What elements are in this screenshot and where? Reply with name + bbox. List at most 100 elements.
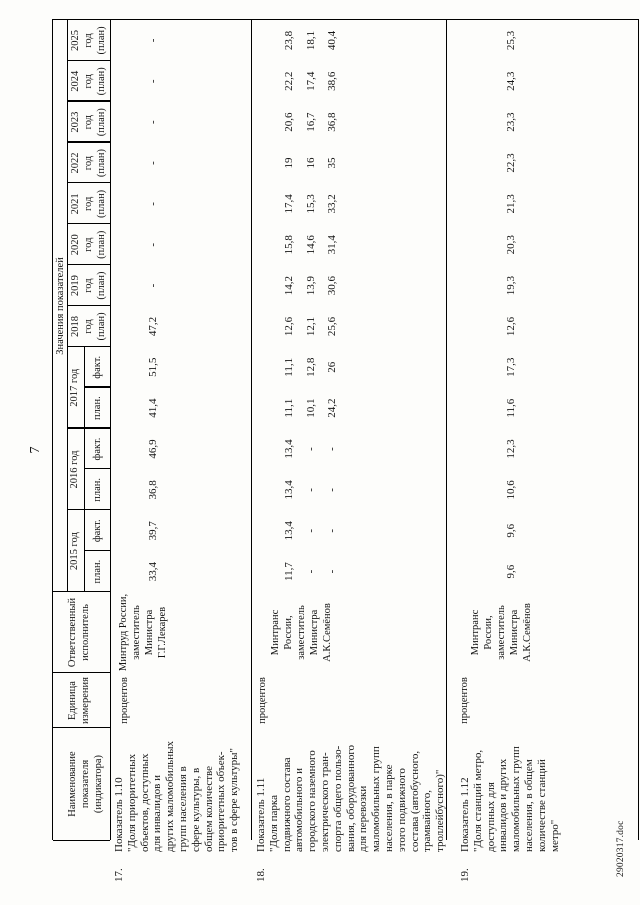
table-rule bbox=[53, 726, 110, 728]
indicator-text-line: общем количестве bbox=[202, 765, 215, 852]
year-column-header: 2015 год bbox=[69, 532, 80, 571]
indicator-text-line: приоритетных объек- bbox=[215, 751, 228, 852]
value-cell: 36,8 bbox=[326, 112, 338, 132]
value-cell: 21,3 bbox=[505, 194, 517, 214]
row-number: 18. bbox=[255, 868, 267, 882]
indicator-text-line: подвижного состава bbox=[280, 757, 293, 852]
row-number: 17. bbox=[113, 868, 125, 882]
value-cell: 19,3 bbox=[505, 275, 517, 296]
indicator-text-line: доступных для bbox=[484, 782, 497, 852]
year-column-header: год bbox=[83, 155, 94, 171]
year-column-header: (план) bbox=[96, 67, 107, 96]
indicator-text-line: вания, оборудованного bbox=[344, 744, 357, 852]
responsible-line: Минтранс bbox=[270, 609, 281, 656]
value-cell: 31,4 bbox=[326, 235, 338, 255]
value-cell: 46,9 bbox=[147, 439, 159, 459]
value-cell: - bbox=[305, 528, 317, 533]
value-cell: - bbox=[326, 528, 338, 533]
table-rule bbox=[53, 839, 110, 841]
value-cell: - bbox=[326, 447, 338, 451]
table-rule bbox=[84, 468, 110, 470]
value-cell: - bbox=[326, 488, 338, 492]
year-column-header: 2023 bbox=[70, 111, 81, 133]
table-rule bbox=[84, 549, 110, 552]
indicator-text-line: Показатель 1.12 bbox=[459, 777, 471, 852]
year-column-header: 2025 bbox=[70, 29, 81, 51]
year-column-header: 2016 год bbox=[69, 450, 80, 489]
year-column-header: (план) bbox=[96, 271, 107, 300]
value-cell: 33,4 bbox=[147, 561, 159, 582]
year-column-header: год bbox=[83, 196, 94, 212]
year-column-header: год bbox=[83, 237, 94, 252]
value-cell: 19 bbox=[283, 157, 295, 169]
indicator-text-line: "Доля парка bbox=[267, 795, 280, 852]
header-unit-line1: Единица bbox=[67, 681, 78, 720]
value-cell: 23,8 bbox=[283, 30, 295, 51]
year-column-header: год bbox=[83, 114, 94, 130]
value-cell: 25,6 bbox=[326, 316, 338, 337]
value-cell: 33,2 bbox=[326, 194, 338, 214]
indicator-text-line: "Доля станций метро, bbox=[471, 749, 484, 852]
value-cell: 13,4 bbox=[283, 439, 295, 459]
value-cell: 30,6 bbox=[326, 275, 338, 296]
subcolumn-header-plan: план. bbox=[92, 559, 103, 584]
value-cell: 16 bbox=[305, 157, 317, 169]
value-cell: 22,3 bbox=[505, 153, 517, 173]
year-column-header: 2021 bbox=[70, 193, 81, 215]
value-cell: 17,4 bbox=[305, 71, 317, 91]
header-indicator-name: Наименование показателя (индикатора) bbox=[66, 728, 105, 840]
value-cell: 51,5 bbox=[147, 357, 159, 377]
value-cell: 18,1 bbox=[305, 30, 317, 51]
value-cell: 39,7 bbox=[147, 521, 159, 541]
subcolumn-header-fact: факт. bbox=[92, 355, 103, 379]
value-cell: - bbox=[147, 38, 159, 43]
indicator-text-line: троллейбусного)" bbox=[434, 769, 447, 852]
responsible-line: Г.Г.Лекарев bbox=[157, 606, 168, 659]
indicator-text-line: сфере культуры, в bbox=[189, 767, 202, 852]
indicator-text-line: состава (автобусного, bbox=[408, 750, 421, 852]
value-cell: 17,3 bbox=[505, 357, 517, 377]
year-column-header: (план) bbox=[96, 189, 107, 218]
header-unit: Единица измерения bbox=[66, 673, 92, 728]
indicator-text-line: этого подвижного bbox=[395, 768, 408, 852]
value-cell: 23,3 bbox=[505, 112, 517, 132]
table-rule bbox=[110, 20, 112, 840]
responsible-line: А.К.Семёнов bbox=[522, 603, 533, 662]
value-cell: 16,7 bbox=[305, 112, 317, 132]
year-column-header: год bbox=[83, 33, 94, 48]
value-cell: 10,6 bbox=[505, 480, 517, 500]
year-column-header: (план) bbox=[96, 312, 107, 341]
responsible-line: заместитель bbox=[496, 605, 507, 660]
value-cell: 10,1 bbox=[305, 398, 317, 418]
value-cell: 13,9 bbox=[305, 275, 317, 296]
header-responsible: Ответственный исполнитель bbox=[66, 592, 92, 673]
table-rule bbox=[84, 386, 110, 388]
indicator-text-line: спорта общего пользо- bbox=[331, 745, 344, 852]
value-cell: - bbox=[305, 447, 317, 451]
value-cell: 12,8 bbox=[305, 357, 317, 377]
value-cell: - bbox=[147, 120, 159, 124]
header-indicator-name-line2: (индикатора) bbox=[93, 754, 104, 814]
responsible-line: Минтранс bbox=[470, 609, 481, 656]
value-cell: 41,4 bbox=[147, 398, 159, 418]
responsible-line: России, bbox=[483, 615, 494, 650]
responsible-line: Министра bbox=[309, 609, 320, 656]
indicator-text-line: маломобильных групп bbox=[370, 746, 383, 852]
value-cell: 26 bbox=[326, 361, 338, 373]
indicator-text-line: Показатель 1.11 bbox=[255, 777, 267, 852]
page-number: 7 bbox=[28, 446, 43, 454]
value-cell: 17,4 bbox=[283, 194, 295, 214]
value-cell: - bbox=[147, 283, 159, 288]
header-values-group: Значения показателей bbox=[55, 257, 66, 355]
header-responsible-line1: Ответственный bbox=[67, 597, 78, 668]
subcolumn-header-fact: факт. bbox=[92, 437, 103, 461]
indicator-text-line: населения, в общем bbox=[523, 759, 535, 852]
indicator-text-line: групп населения в bbox=[177, 766, 189, 852]
value-cell: 9,6 bbox=[505, 564, 517, 579]
responsible-line: Минтруд России, bbox=[118, 593, 129, 672]
year-column-header: 2017 год bbox=[69, 368, 80, 407]
value-cell: 38,6 bbox=[326, 71, 338, 91]
row-number: 19. bbox=[459, 868, 471, 882]
year-column-header: 2018 bbox=[70, 315, 81, 337]
value-cell: 11,1 bbox=[283, 398, 295, 418]
